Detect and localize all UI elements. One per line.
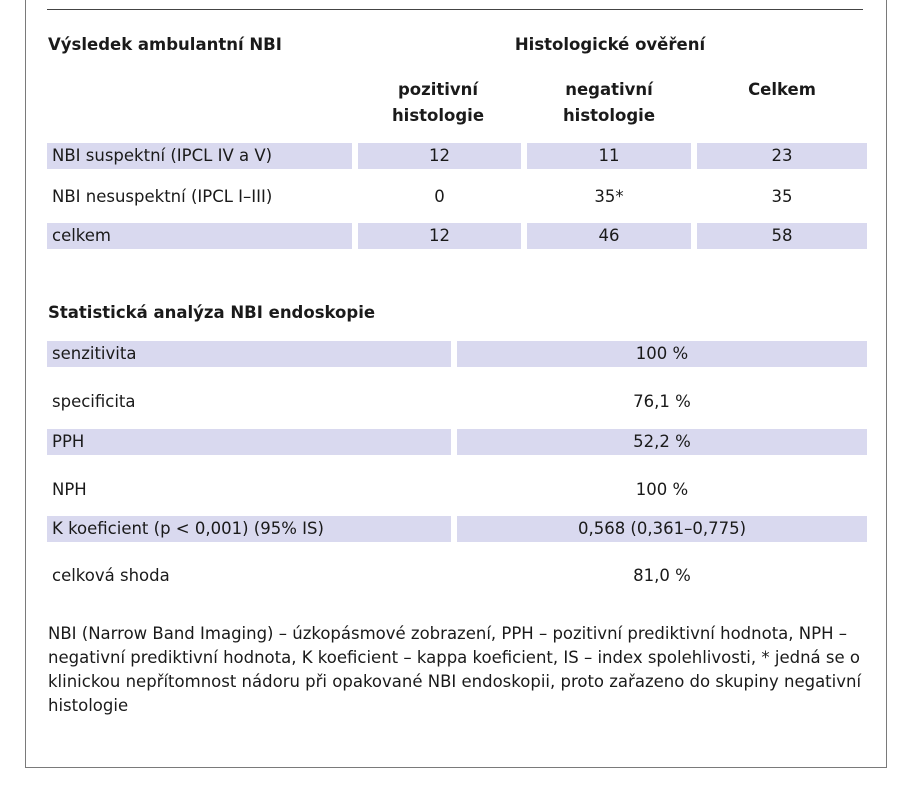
table2-row3-label: PPH (52, 432, 85, 451)
table1-row3-value-negative: 46 (598, 226, 620, 245)
table2-row5-label: Κ koeficient (p < 0,001) (95% IS) (52, 519, 324, 538)
table1-row1-band-col2 (527, 143, 691, 169)
table2-row3-band-value (457, 429, 867, 455)
table2-row5-band-label (47, 516, 451, 542)
table2-row4-label: NPH (52, 480, 87, 499)
table1-row2-label: NBI nesuspektní (IPCL I–III) (52, 187, 273, 206)
table1-row1-label: NBI suspektní (IPCL IV a V) (52, 146, 273, 165)
table1-row1-value-negative: 11 (598, 146, 620, 165)
table1-row3-band-col3 (697, 223, 867, 249)
table1-row1-value-positive: 12 (429, 146, 450, 165)
table2-row3-value: 52,2 % (633, 432, 691, 451)
table1-row3-band-col1 (358, 223, 521, 249)
table2-row6-value: 81,0 % (633, 566, 691, 585)
col-header-positive-line2: histologie (391, 106, 485, 125)
top-rule (47, 9, 863, 10)
table1-row3-value-total: 58 (771, 226, 793, 245)
table1-row3-band-label (47, 223, 352, 249)
table1-row1-value-total: 23 (771, 146, 793, 165)
col-header-negative-line1: negativní (565, 80, 653, 99)
table1-row3-band-col2 (527, 223, 691, 249)
table1-row3-label: celkem (52, 226, 111, 245)
table2-row1-band-label (47, 341, 451, 367)
table2-row4-value: 100 % (635, 480, 689, 499)
table1-row1-band-col3 (697, 143, 867, 169)
table1-row1-band-col1 (358, 143, 521, 169)
table1-header-left: Výsledek ambulantní NBI (48, 35, 282, 54)
table1-row2-value-negative: 35* (594, 187, 624, 206)
table1-row2-value-total: 35 (771, 187, 793, 206)
col-header-total: Celkem (748, 80, 816, 99)
col-header-positive-line1: pozitivní (397, 80, 479, 99)
table2-row1-band-value (457, 341, 867, 367)
table1-header-group: Histologické ověření (514, 35, 706, 54)
table1-row1-band-label (47, 143, 352, 169)
table2-row2-value: 76,1 % (633, 392, 691, 411)
table2-row3-band-label (47, 429, 451, 455)
table2-row2-label: specificita (52, 392, 136, 411)
table2-row6-label: celková shoda (52, 566, 170, 585)
table-frame (25, 0, 887, 768)
table2-row1-label: senzitivita (52, 344, 137, 363)
table2-title: Statistická analýza NBI endoskopie (48, 303, 376, 322)
table2-row1-value: 100 % (635, 344, 689, 363)
table-footnote: NBI (Narrow Band Imaging) – úzkopásmové … (48, 624, 862, 715)
table2-row5-band-value (457, 516, 867, 542)
col-header-negative-line2: histologie (562, 106, 656, 125)
table1-row2-value-positive: 0 (434, 187, 445, 206)
table1-row3-value-positive: 12 (429, 226, 450, 245)
table2-row5-value: 0,568 (0,361–0,775) (577, 519, 747, 538)
